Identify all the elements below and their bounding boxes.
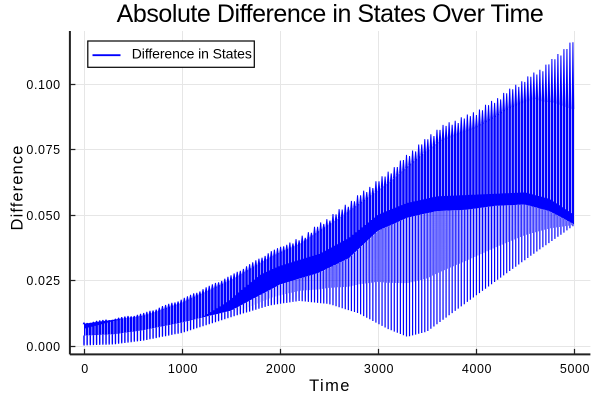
svg-text:Difference in States: Difference in States [132,46,252,62]
